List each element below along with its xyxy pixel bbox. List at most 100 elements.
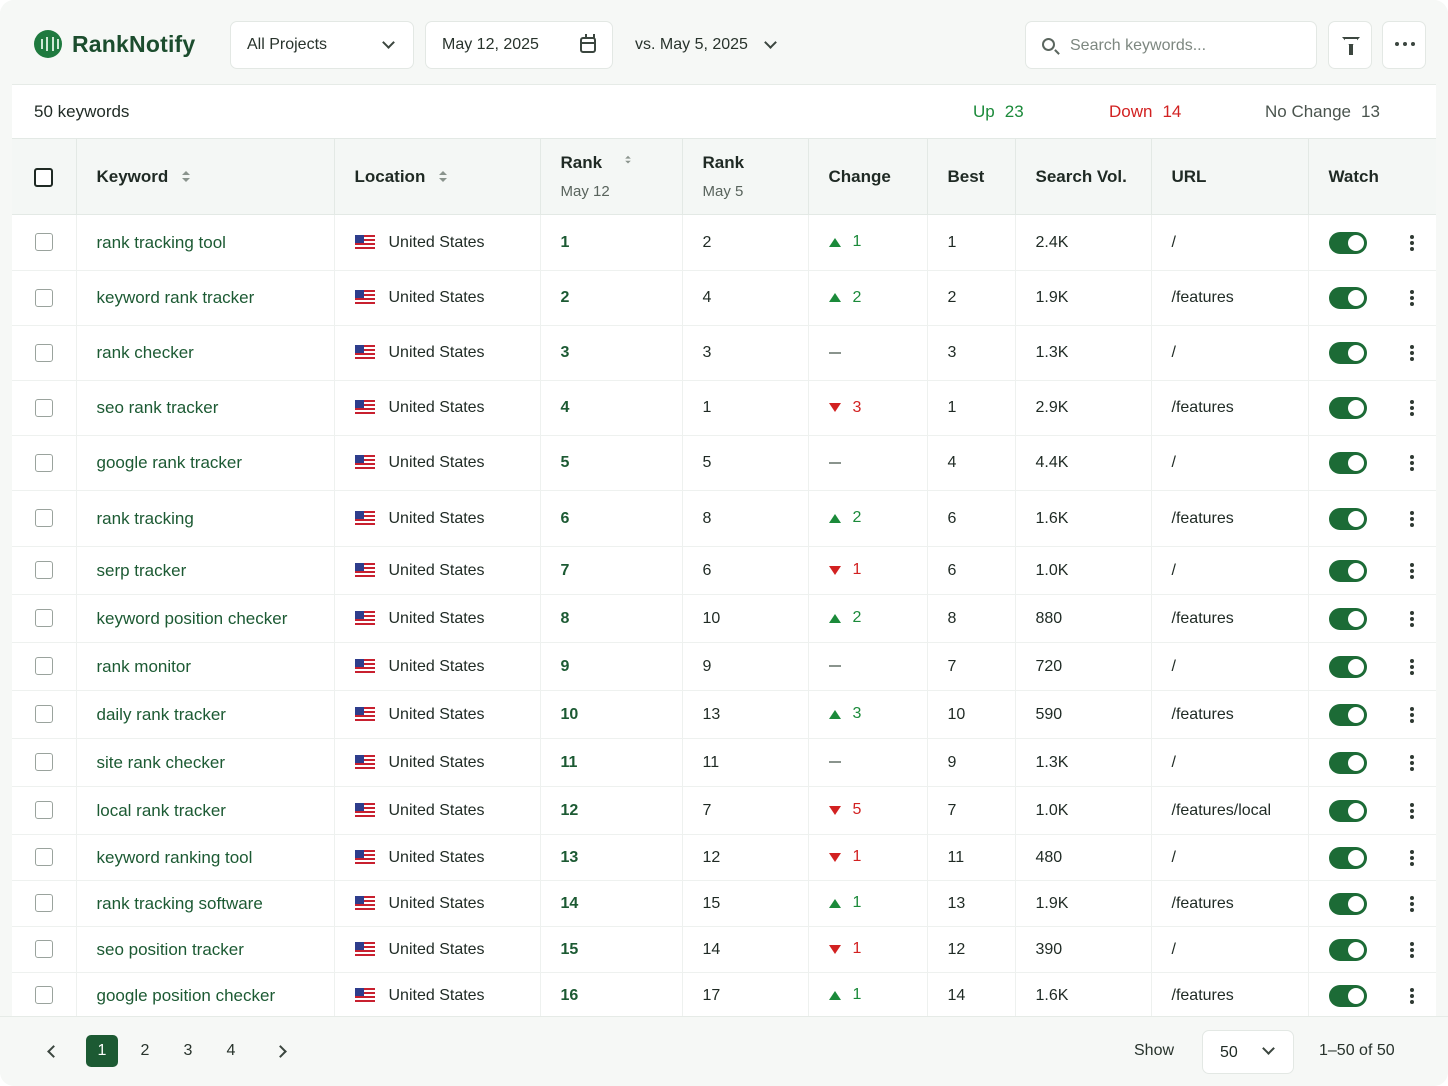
more-vertical-icon[interactable]: [1410, 562, 1414, 579]
column-keyword[interactable]: Keyword: [76, 138, 335, 215]
table-row[interactable]: rank monitor United States 9 9 7 720 /: [12, 642, 1436, 691]
column-volume[interactable]: Search Vol.: [1015, 138, 1152, 215]
keyword-link[interactable]: rank tracking: [96, 508, 194, 528]
keyword-link[interactable]: serp tracker: [96, 560, 187, 580]
select-all-checkbox[interactable]: [34, 167, 54, 187]
watch-toggle[interactable]: [1328, 342, 1367, 364]
watch-toggle[interactable]: [1328, 231, 1367, 254]
more-vertical-icon[interactable]: [1410, 400, 1414, 416]
keyword-link[interactable]: site rank checker: [96, 752, 226, 772]
more-vertical-icon[interactable]: [1410, 895, 1414, 912]
row-checkbox[interactable]: [34, 509, 53, 528]
table-row[interactable]: seo position tracker United States 15 14 1 12…: [12, 926, 1436, 973]
table-row[interactable]: google position checker United States 16 17…: [12, 972, 1436, 1019]
more-vertical-icon[interactable]: [1410, 849, 1414, 866]
row-checkbox[interactable]: [34, 894, 53, 913]
chevron-right-icon[interactable]: [274, 1045, 287, 1058]
table-row[interactable]: site rank checker United States 11 11 9 1.3K /: [12, 738, 1436, 787]
more-vertical-icon[interactable]: [1410, 510, 1414, 527]
page-3-button[interactable]: 3: [183, 1042, 193, 1059]
search-box[interactable]: [1025, 21, 1317, 69]
watch-toggle[interactable]: [1328, 984, 1367, 1007]
table-row[interactable]: keyword rank tracker United States 2 4 2 2 1.9…: [12, 270, 1436, 326]
row-checkbox[interactable]: [34, 705, 53, 724]
row-checkbox[interactable]: [34, 848, 53, 867]
keyword-link[interactable]: rank monitor: [96, 656, 191, 676]
row-checkbox[interactable]: [34, 657, 53, 676]
page-4-button[interactable]: 4: [226, 1042, 236, 1059]
more-vertical-icon[interactable]: [1410, 754, 1414, 771]
watch-toggle[interactable]: [1328, 938, 1367, 961]
keyword-link[interactable]: rank checker: [96, 343, 194, 362]
keyword-link[interactable]: rank tracking software: [96, 893, 263, 913]
date-picker[interactable]: May 12, 2025: [425, 21, 613, 69]
keyword-link[interactable]: keyword position checker: [96, 608, 288, 628]
row-checkbox[interactable]: [34, 609, 53, 628]
filter-button[interactable]: [1328, 21, 1372, 69]
row-checkbox[interactable]: [34, 343, 53, 362]
row-checkbox[interactable]: [34, 801, 53, 820]
compare-date-select[interactable]: vs. May 5, 2025: [635, 21, 777, 69]
watch-toggle[interactable]: [1328, 751, 1367, 774]
table-row[interactable]: serp tracker United States 7 6 1 6 1.0K /: [12, 546, 1436, 595]
watch-toggle[interactable]: [1328, 846, 1367, 869]
more-vertical-icon[interactable]: [1410, 941, 1414, 958]
row-checkbox[interactable]: [34, 986, 53, 1005]
page-1-button[interactable]: 1: [86, 1035, 118, 1067]
keyword-link[interactable]: seo position tracker: [96, 939, 244, 959]
watch-toggle[interactable]: [1328, 452, 1367, 474]
more-vertical-icon[interactable]: [1410, 234, 1414, 251]
project-select[interactable]: All Projects: [230, 21, 414, 69]
more-options-button[interactable]: [1382, 21, 1426, 69]
more-vertical-icon[interactable]: [1410, 610, 1414, 627]
chevron-left-icon[interactable]: [47, 1045, 60, 1058]
more-vertical-icon[interactable]: [1410, 290, 1414, 306]
keyword-link[interactable]: keyword ranking tool: [96, 847, 253, 867]
page-size-select[interactable]: 50: [1202, 1030, 1294, 1074]
table-row[interactable]: daily rank tracker United States 10 13 3 10 59…: [12, 690, 1436, 739]
row-checkbox[interactable]: [34, 561, 53, 580]
watch-toggle[interactable]: [1328, 799, 1367, 822]
row-checkbox[interactable]: [34, 753, 53, 772]
watch-toggle[interactable]: [1328, 397, 1367, 419]
table-row[interactable]: rank tracking United States 6 8 2 6 1.6K/featu…: [12, 490, 1436, 547]
column-best[interactable]: Best: [927, 138, 1016, 215]
more-vertical-icon[interactable]: [1410, 706, 1414, 723]
search-input[interactable]: [1070, 34, 1300, 58]
column-change[interactable]: Change: [808, 138, 928, 215]
table-row[interactable]: rank checker United States 3 3 3 1.3K /: [12, 325, 1436, 381]
more-vertical-icon[interactable]: [1410, 658, 1414, 675]
table-row[interactable]: rank tracking tool United States 1 2 1 1 2.4K /: [12, 214, 1436, 271]
watch-toggle[interactable]: [1328, 559, 1367, 582]
table-row[interactable]: keyword position checker United States 8 10…: [12, 594, 1436, 643]
row-checkbox[interactable]: [34, 288, 53, 307]
keyword-link[interactable]: rank tracking tool: [96, 232, 226, 252]
more-vertical-icon[interactable]: [1410, 987, 1414, 1004]
column-rank-current[interactable]: Rank May 12: [540, 138, 683, 215]
page-2-button[interactable]: 2: [140, 1042, 150, 1059]
column-url[interactable]: URL: [1151, 138, 1309, 215]
keyword-link[interactable]: local rank tracker: [96, 800, 226, 820]
column-location[interactable]: Location: [334, 138, 541, 215]
more-vertical-icon[interactable]: [1410, 802, 1414, 819]
table-row[interactable]: rank tracking software United States 14 15 1…: [12, 880, 1436, 927]
more-vertical-icon[interactable]: [1410, 345, 1414, 361]
table-row[interactable]: google rank tracker United States 5 5 4 4.4K /: [12, 435, 1436, 491]
column-watch[interactable]: Watch: [1308, 138, 1436, 215]
table-row[interactable]: seo rank tracker United States 4 1 3 1 2.9K/fe…: [12, 380, 1436, 436]
keyword-link[interactable]: keyword rank tracker: [96, 288, 255, 307]
keyword-link[interactable]: seo rank tracker: [96, 398, 219, 417]
row-checkbox[interactable]: [34, 940, 53, 959]
watch-toggle[interactable]: [1328, 607, 1367, 630]
watch-toggle[interactable]: [1328, 892, 1367, 915]
table-row[interactable]: local rank tracker United States 12 7 5 7 1.0K…: [12, 786, 1436, 835]
keyword-link[interactable]: google position checker: [96, 985, 276, 1005]
watch-toggle[interactable]: [1328, 287, 1367, 309]
logo[interactable]: RankNotify: [34, 28, 195, 60]
row-checkbox[interactable]: [34, 453, 53, 472]
keyword-link[interactable]: daily rank tracker: [96, 704, 226, 724]
watch-toggle[interactable]: [1328, 655, 1367, 678]
row-checkbox[interactable]: [34, 233, 53, 252]
column-rank-previous[interactable]: Rank May 5: [682, 138, 809, 215]
table-row[interactable]: keyword ranking tool United States 13 12 1 11…: [12, 834, 1436, 881]
